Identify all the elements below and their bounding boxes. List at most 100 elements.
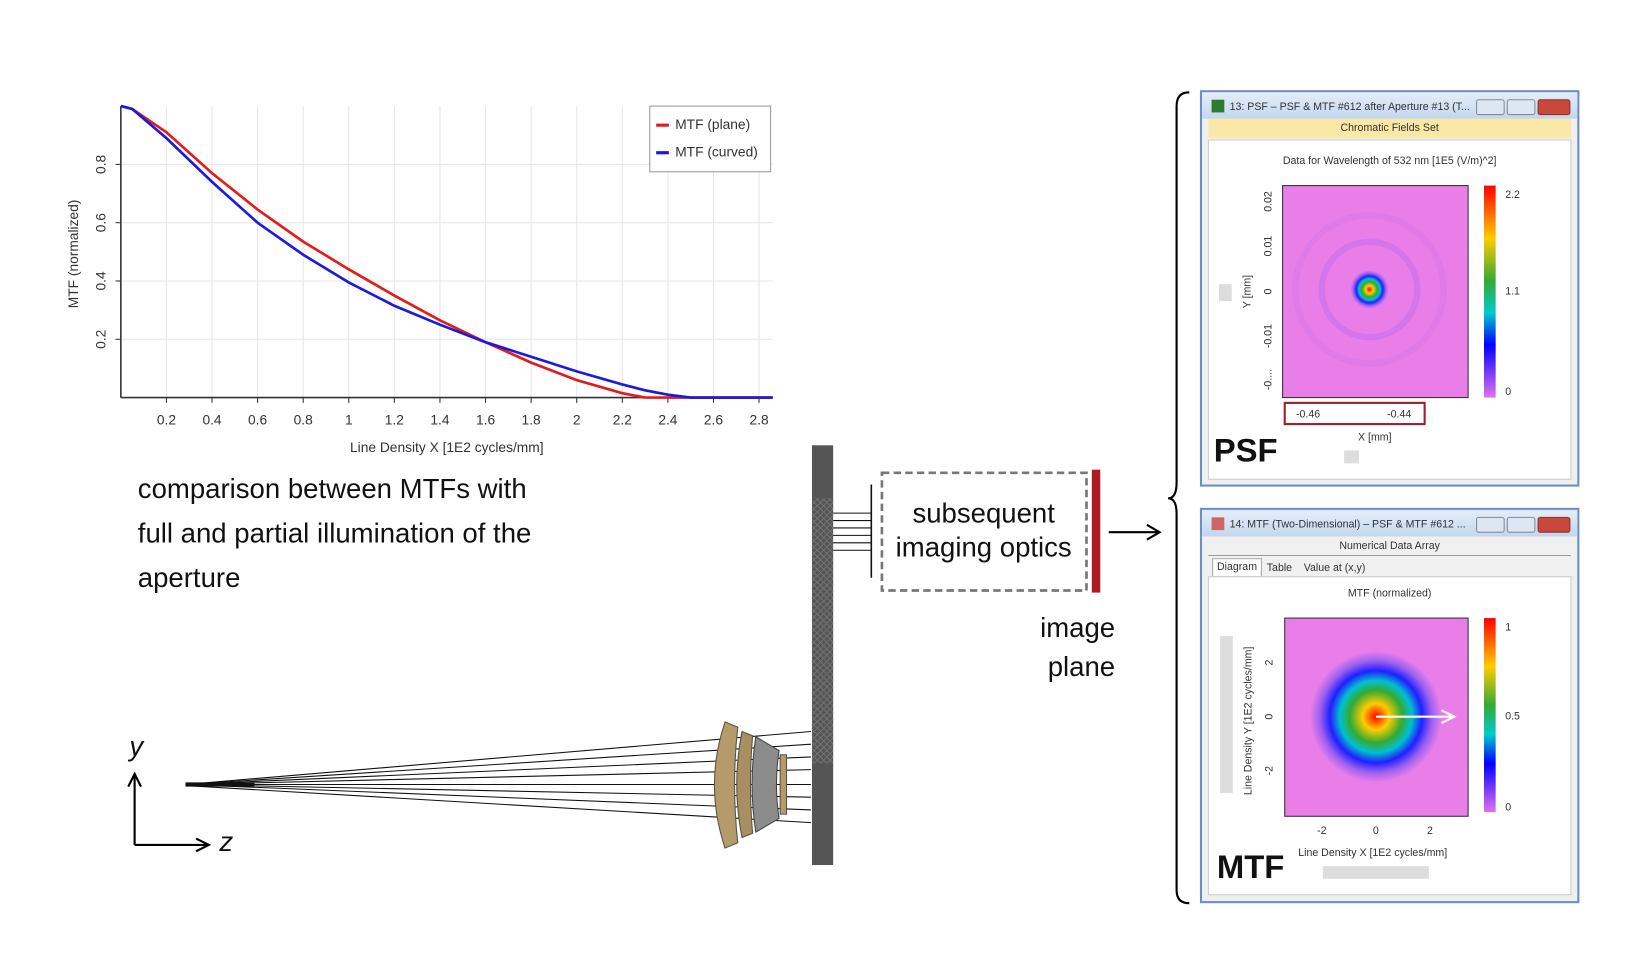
caption-line: full and partial illumination of the	[138, 518, 532, 549]
caption: comparison between MTFs with full and pa…	[138, 473, 532, 593]
y-tick-label: 0.8	[93, 154, 108, 173]
image-plane	[1091, 469, 1101, 593]
tab-label[interactable]: Value at (x,y)	[1304, 562, 1366, 574]
x-tick-label: 2	[573, 413, 581, 428]
scroll-thumb[interactable]	[1219, 284, 1232, 302]
x-tick-label: 1.6	[476, 413, 495, 428]
colorbar-label: 0	[1505, 802, 1511, 814]
caption-line: comparison between MTFs with	[138, 473, 527, 504]
maximize-button[interactable]	[1506, 99, 1536, 116]
x-tick-label: 0.4	[202, 413, 221, 428]
y-axis-name: y	[127, 731, 145, 762]
x-tick-label: -0.46	[1296, 408, 1320, 420]
x-tick-label: 2	[1427, 825, 1433, 837]
mtf-window: 14: MTF (Two-Dimensional) – PSF & MTF #6…	[1199, 507, 1580, 904]
maximize-button[interactable]	[1506, 516, 1536, 533]
subtitle: Chromatic Fields Set	[1340, 122, 1438, 134]
rays	[185, 730, 811, 824]
lens	[779, 754, 788, 815]
plot-title: MTF (normalized)	[1348, 587, 1432, 599]
x-tick-label: 2.2	[613, 413, 632, 428]
brace	[1168, 91, 1190, 905]
y-axis-label: Y [mm]	[1241, 275, 1253, 308]
y-axis-label: Line Density Y [1E2 cycles/mm]	[1242, 647, 1254, 796]
scroll-thumb[interactable]	[1322, 866, 1429, 879]
scroll-thumb[interactable]	[1344, 450, 1359, 464]
arrow	[1375, 709, 1457, 724]
legend-box	[649, 105, 772, 173]
x-tick-label: 0	[1373, 825, 1379, 837]
colorbar	[1484, 185, 1496, 398]
mtf-label: MTF	[1217, 848, 1284, 885]
optics-box	[880, 471, 1088, 592]
subtitle: Numerical Data Array	[1339, 540, 1440, 552]
x-tick-label: 0.8	[294, 413, 313, 428]
y-tick-label: -2	[1264, 766, 1276, 776]
y-tick-label: 0.6	[93, 213, 108, 232]
x-axis-label: Line Density X [1E2 cycles/mm]	[350, 440, 544, 455]
legend-label: MTF (plane)	[675, 117, 750, 132]
y-tick-label: 0.01	[1263, 236, 1275, 257]
x-tick-label: 2.6	[704, 413, 723, 428]
scroll-thumb[interactable]	[1220, 636, 1233, 793]
window-title: 13: PSF – PSF & MTF #612 after Aperture …	[1230, 101, 1470, 113]
y-axis-label: MTF (normalized)	[66, 200, 81, 309]
lens	[751, 735, 780, 834]
psf-window: 13: PSF – PSF & MTF #612 after Aperture …	[1199, 90, 1580, 487]
colorbar-label: 1	[1505, 621, 1511, 633]
minimize-button[interactable]	[1476, 99, 1505, 116]
x-tick-label: 2.8	[749, 413, 768, 428]
mtf-chart: 0.2 0.4 0.6 0.8 1 1.2 1.4 1.6 1.8 2 2.2 2.4 2.6 2.8 0.…	[66, 104, 773, 455]
line-series	[120, 104, 773, 399]
x-tick-label: 1	[345, 413, 353, 428]
tab-label[interactable]: Table	[1267, 562, 1292, 574]
y-tick-label: 2	[1264, 660, 1276, 666]
x-tick-label: -2	[1317, 825, 1327, 837]
psf-spot	[1350, 270, 1389, 309]
minimize-button[interactable]	[1476, 516, 1505, 533]
colorbar	[1484, 618, 1496, 813]
tab-label: Diagram	[1217, 561, 1257, 573]
y-tick-label: -0....	[1263, 369, 1275, 390]
z-arrow	[134, 837, 212, 853]
psf-label: PSF	[1214, 431, 1278, 468]
y-tick-label: 0.2	[93, 330, 108, 349]
y-tick-label: 0	[1263, 289, 1275, 295]
colorbar-label: 1.1	[1505, 285, 1520, 297]
caption-line: aperture	[138, 562, 241, 593]
close-button[interactable]	[1537, 516, 1571, 533]
plot-title: Data for Wavelength of 532 nm [1E5 (V/m)…	[1283, 155, 1497, 167]
colorbar-label: 0.5	[1505, 710, 1520, 722]
optical-system: subsequent imaging optics image plane	[185, 91, 1190, 905]
out-rays	[833, 484, 873, 578]
optics-label: imaging optics	[896, 531, 1072, 562]
x-tick-label: 2.4	[658, 413, 677, 428]
subtitle-bar	[1208, 118, 1571, 138]
y-tick-label: 0.4	[93, 271, 108, 290]
x-tick-label: 1.8	[522, 413, 541, 428]
colorbar-label: 2.2	[1505, 189, 1520, 201]
y-arrow	[127, 771, 142, 845]
x-tick-label: 0.6	[248, 413, 267, 428]
y-tick-label: 0.02	[1263, 191, 1275, 212]
optics-label: subsequent	[912, 498, 1055, 529]
icon	[1211, 517, 1225, 531]
x-tick-label: 1.4	[430, 413, 449, 428]
icon	[1211, 99, 1225, 113]
window-title: 14: MTF (Two-Dimensional) – PSF & MTF #6…	[1230, 519, 1466, 531]
x-tick-label: 1.2	[385, 413, 404, 428]
lens	[736, 730, 754, 839]
x-tick-label: 0.2	[157, 413, 176, 428]
z-axis-name: z	[218, 826, 233, 857]
x-axis-label: Line Density X [1E2 cycles/mm]	[1298, 847, 1447, 859]
y-tick-label: -0.01	[1263, 324, 1275, 348]
legend-label: MTF (curved)	[675, 144, 758, 159]
coordinate-axes	[127, 771, 212, 853]
highlight-box	[1283, 401, 1426, 426]
lens	[713, 721, 739, 849]
close-button[interactable]	[1537, 99, 1571, 116]
x-axis-label: X [mm]	[1358, 432, 1392, 444]
arrow	[1108, 523, 1162, 541]
image-plane-label: plane	[1048, 651, 1115, 682]
